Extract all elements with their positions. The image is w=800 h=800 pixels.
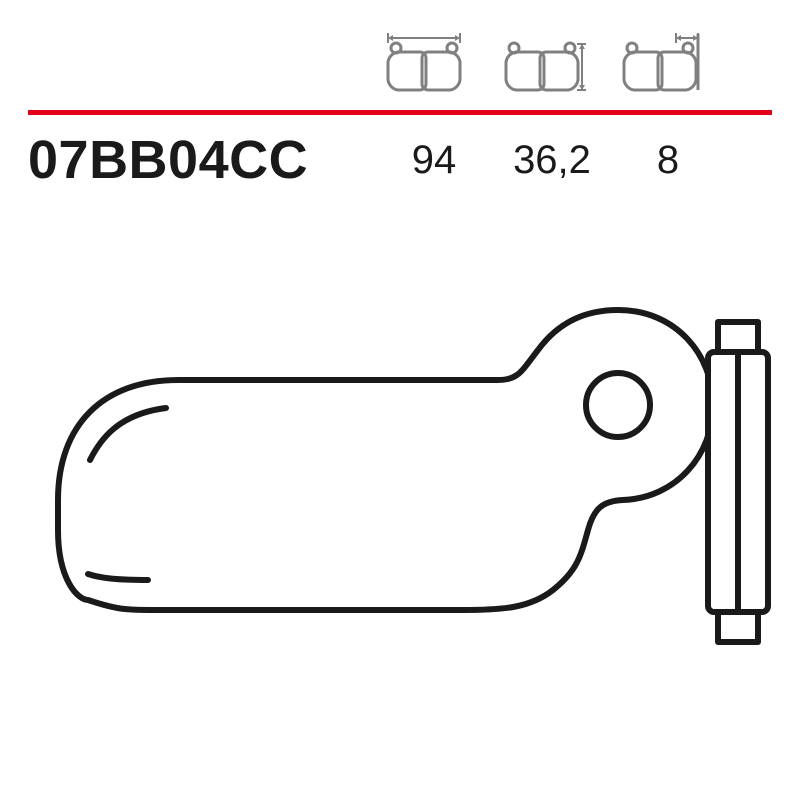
dimension-thickness: 8	[648, 138, 688, 183]
technical-drawing	[28, 230, 772, 770]
dimension-height: 36,2	[502, 138, 602, 183]
legend-thick-icon	[616, 28, 704, 94]
side-view	[708, 322, 768, 642]
legend-row	[0, 20, 800, 105]
divider-rule	[28, 110, 772, 115]
spec-row: 07BB04CC 94 36,2 8	[28, 120, 772, 200]
part-number: 07BB04CC	[28, 129, 308, 191]
dimension-width: 94	[394, 138, 474, 183]
front-view	[58, 310, 713, 610]
legend-height-icon	[498, 28, 586, 94]
spec-sheet: 07BB04CC 94 36,2 8	[0, 0, 800, 800]
legend-width-icon	[380, 28, 468, 94]
